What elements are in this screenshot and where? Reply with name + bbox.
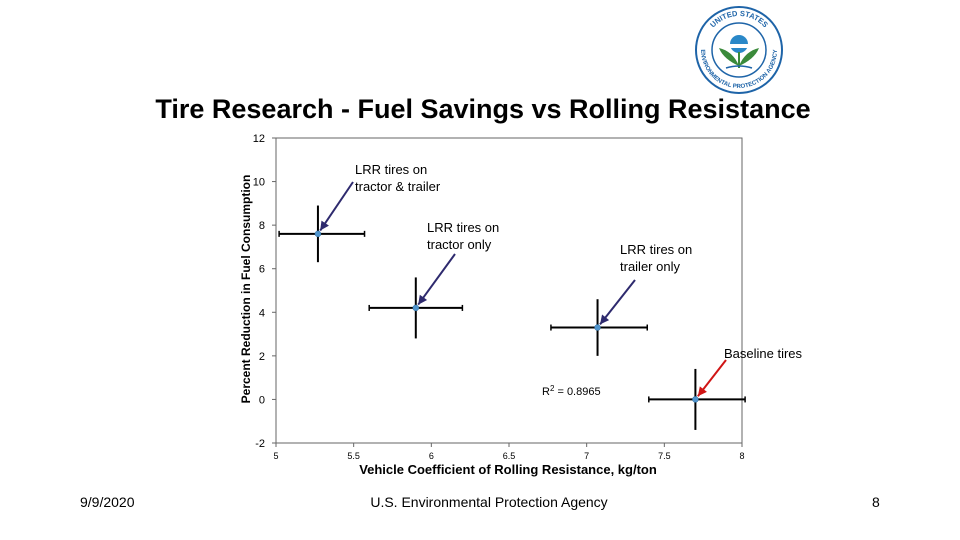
data-point <box>412 304 420 312</box>
y-tick-label: 8 <box>259 220 265 232</box>
data-point <box>594 324 601 331</box>
y-tick-label: -2 <box>255 438 265 450</box>
arrowhead <box>320 220 329 231</box>
footer-agency: U.S. Environmental Protection Agency <box>370 494 608 510</box>
x-tick-label: 6 <box>429 451 434 461</box>
epa-logo: UNITED STATES ENVIRONMENTAL PROTECTION A… <box>695 6 783 94</box>
annotation-arrow <box>417 253 456 306</box>
annotation-arrow <box>599 279 636 326</box>
annotation-tractor-only: LRR tires on tractor only <box>427 220 503 252</box>
annotation-arrow <box>319 181 354 232</box>
arrowhead <box>697 386 707 397</box>
footer-date: 9/9/2020 <box>80 494 135 510</box>
y-tick-label: 12 <box>253 133 265 145</box>
x-tick-label: 5.5 <box>347 451 360 461</box>
x-tick-label: 8 <box>739 451 744 461</box>
x-tick-label: 7.5 <box>658 451 671 461</box>
page-number: 8 <box>872 494 880 510</box>
annotation-baseline: Baseline tires <box>724 346 803 361</box>
r-squared-label: R2 = 0.8965 <box>542 384 601 398</box>
logo-leaf-right <box>739 48 759 66</box>
y-tick-label: 4 <box>259 307 265 319</box>
plot-frame <box>275 137 743 444</box>
y-axis-title: Percent Reduction in Fuel Consumption <box>239 175 253 404</box>
arrowhead <box>600 314 610 325</box>
arrowhead <box>418 294 428 305</box>
x-tick-label: 5 <box>273 451 278 461</box>
y-tick-label: 2 <box>259 351 265 363</box>
y-tick-label: 10 <box>253 177 265 189</box>
annotation-tractor-trailer: LRR tires on tractor & trailer <box>355 162 441 194</box>
y-tick-label: 6 <box>259 264 265 276</box>
x-tick-label: 7 <box>584 451 589 461</box>
x-axis-title: Vehicle Coefficient of Rolling Resistanc… <box>359 462 657 477</box>
logo-leaf-left <box>719 48 739 66</box>
y-tick-label: 0 <box>259 394 265 406</box>
x-tick-label: 6.5 <box>503 451 516 461</box>
slide-title: Tire Research - Fuel Savings vs Rolling … <box>155 94 811 124</box>
data-point <box>692 396 699 403</box>
annotation-trailer-only: LRR tires on trailer only <box>620 242 696 274</box>
data-point <box>314 230 322 238</box>
